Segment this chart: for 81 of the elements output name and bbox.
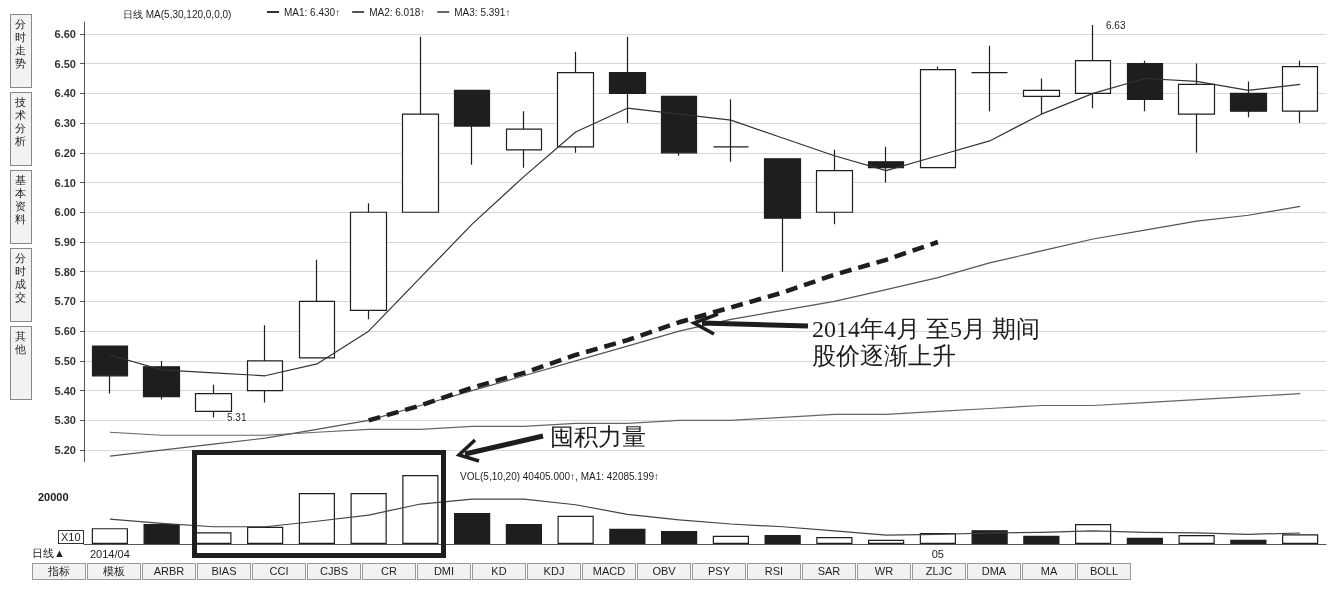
- bar: [350, 493, 387, 544]
- y-tick-label: 6.50: [54, 57, 76, 70]
- bar: [868, 539, 905, 544]
- bar: [1282, 534, 1319, 544]
- candlestick: [660, 95, 698, 157]
- candlestick: [1229, 80, 1268, 118]
- candlestick: [1177, 63, 1216, 154]
- text: 技术分析: [14, 96, 27, 148]
- bar: [1126, 537, 1163, 544]
- candlestick: [556, 51, 595, 154]
- bar: [1075, 524, 1112, 544]
- candlestick: [349, 202, 388, 320]
- bar: [816, 537, 853, 544]
- annotation: 6.63: [1106, 20, 1126, 31]
- bar: [91, 528, 128, 544]
- text: 基本资料: [14, 174, 27, 226]
- candlestick: [91, 345, 129, 395]
- bar: [143, 524, 180, 544]
- candlestick: [1022, 77, 1061, 115]
- candlestick: [505, 110, 543, 169]
- candlestick: [763, 158, 802, 273]
- y-tick-label: 5.40: [54, 384, 76, 397]
- candlestick: [453, 89, 491, 166]
- y-tick-label: 6.00: [54, 206, 76, 219]
- candlestick: [246, 324, 284, 404]
- x-tick-label: 05: [931, 547, 944, 560]
- bar: [764, 535, 801, 544]
- bar: [195, 532, 232, 544]
- candlestick: [712, 98, 750, 163]
- y-tick-label: 5.20: [54, 444, 76, 457]
- text: 其他: [14, 330, 27, 356]
- candlestick: [298, 259, 336, 359]
- candlestick: [970, 45, 1009, 112]
- y-tick-label: 5.60: [54, 325, 76, 338]
- text: 20000: [38, 491, 69, 504]
- x-tick-label: 2014/04: [89, 547, 130, 560]
- text: 日线▲: [32, 547, 65, 560]
- bar: [1178, 535, 1215, 544]
- annotation: 5.31: [226, 412, 248, 423]
- y-tick-label: 5.50: [54, 354, 76, 367]
- annotation: 股价逐渐上升: [812, 343, 956, 370]
- text: 分时走势: [14, 18, 27, 70]
- legend-label: MA3: 5.391↑: [454, 6, 511, 18]
- y-tick-label: 6.60: [54, 27, 76, 40]
- bar: [609, 528, 646, 544]
- bar: [712, 535, 749, 544]
- candlestick: [1281, 60, 1319, 124]
- candlestick: [401, 36, 440, 213]
- candlestick: [142, 360, 181, 401]
- bar: [557, 515, 594, 544]
- y-tick-label: 6.20: [54, 146, 76, 159]
- candlestick: [867, 146, 905, 184]
- candlestick: [1126, 60, 1164, 112]
- candlestick: [919, 65, 957, 169]
- chart-title: VOL(5,10,20) 40405.000↑, MA1: 42085.199↑: [460, 470, 660, 482]
- y-tick-label: 5.80: [54, 265, 76, 278]
- annotation: 囤积力量: [550, 424, 646, 451]
- y-tick-label: 6.30: [54, 117, 76, 130]
- bar: [505, 524, 542, 544]
- bar: [247, 526, 284, 544]
- y-tick-label: 5.90: [54, 236, 76, 248]
- text: 分时成交: [14, 252, 27, 304]
- legend-label: MA2: 6.018↑: [369, 6, 426, 18]
- bar: [661, 530, 698, 544]
- candlestick: [815, 149, 854, 225]
- bar: [1230, 539, 1267, 544]
- legend-label: MA1: 6.430↑: [284, 6, 341, 18]
- bar: [298, 493, 335, 544]
- annotation: 2014年4月 至5月 期间: [812, 316, 1040, 343]
- candlestick: [608, 36, 647, 124]
- chart-title: 日线 MA(5,30,120,0,0,0): [123, 8, 232, 20]
- bar: [454, 512, 491, 544]
- text: X10: [58, 530, 84, 545]
- y-tick-label: 6.10: [54, 176, 76, 189]
- line-series: [109, 77, 1301, 377]
- y-tick-label: 5.70: [54, 295, 76, 308]
- line-series: [109, 205, 1301, 457]
- bar: [402, 475, 439, 544]
- bar: [1023, 535, 1060, 544]
- y-tick-label: 6.40: [54, 87, 76, 100]
- y-tick-label: 5.30: [54, 414, 76, 427]
